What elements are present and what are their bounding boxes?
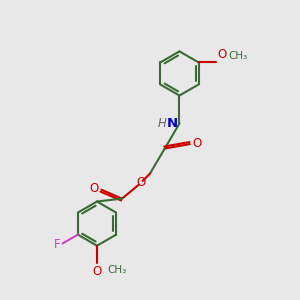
Text: N: N xyxy=(167,117,178,130)
Text: H: H xyxy=(157,117,166,130)
Text: O: O xyxy=(192,137,201,150)
Text: CH₃: CH₃ xyxy=(107,265,127,275)
Text: O: O xyxy=(92,265,102,278)
Text: O: O xyxy=(218,48,227,61)
Text: O: O xyxy=(89,182,98,195)
Text: O: O xyxy=(136,176,146,189)
Text: F: F xyxy=(54,238,60,251)
Text: CH₃: CH₃ xyxy=(229,51,248,61)
